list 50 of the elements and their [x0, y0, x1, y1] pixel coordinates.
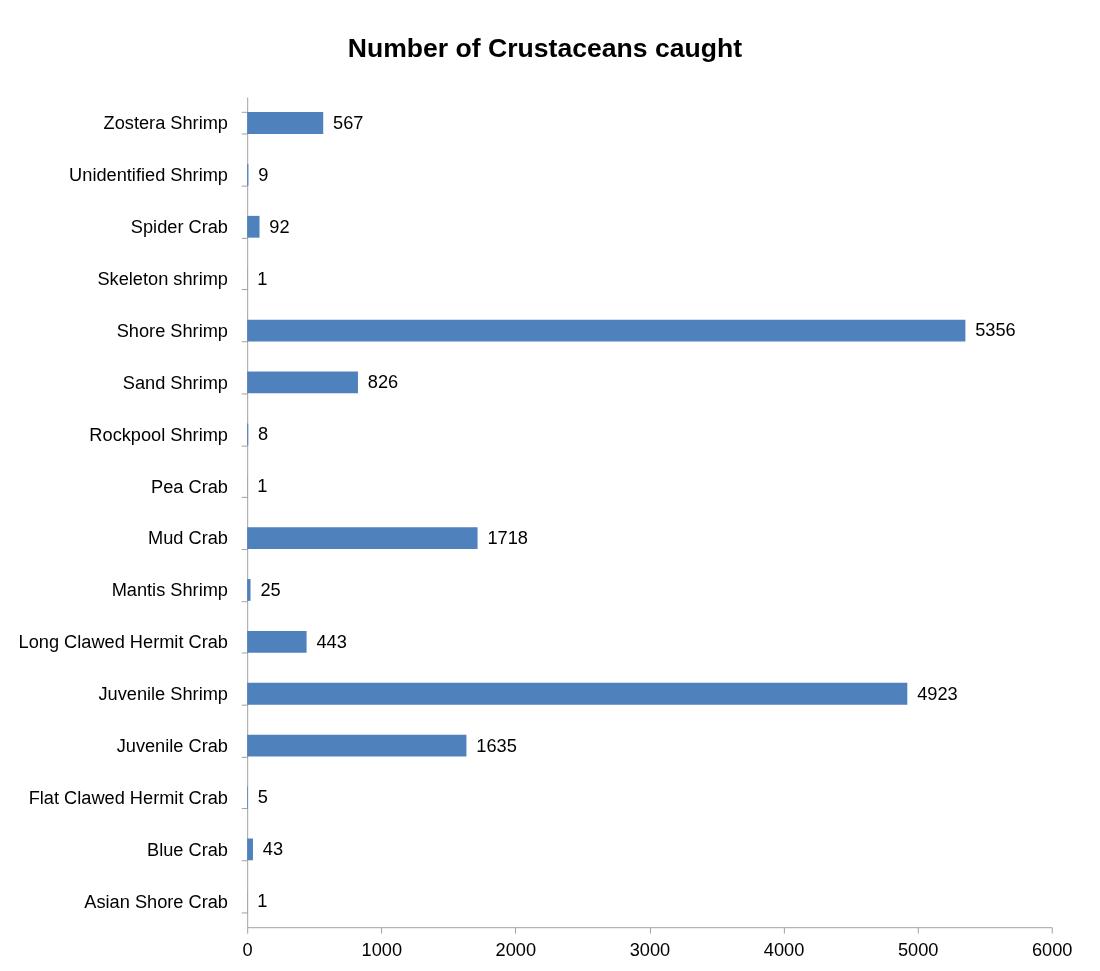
x-tick-label: 0	[242, 940, 253, 961]
y-tick-label: Mud Crab	[148, 528, 228, 549]
bar	[247, 682, 908, 705]
y-tick-label: Pea Crab	[151, 476, 228, 497]
data-label: 1	[257, 891, 268, 912]
data-label: 9	[258, 164, 269, 185]
bar	[247, 215, 260, 238]
y-tick-label: Asian Shore Crab	[84, 891, 228, 912]
y-tick-label: Shore Shrimp	[116, 320, 228, 341]
bar	[247, 527, 478, 549]
y-tick-label: Long Clawed Hermit Crab	[18, 632, 228, 653]
y-tick-label: Skeleton shrimp	[97, 269, 228, 290]
x-tick-label: 2000	[495, 940, 537, 961]
bar	[247, 579, 251, 601]
x-tick-label: 4000	[763, 940, 805, 961]
x-tick-label: 5000	[897, 940, 939, 961]
data-label: 443	[316, 631, 347, 652]
data-label: 567	[333, 112, 364, 133]
data-label: 826	[367, 372, 399, 393]
chart-title: Number of Crustaceans caught	[347, 32, 743, 63]
x-tick-label: 3000	[629, 940, 671, 961]
data-label: 92	[269, 216, 290, 237]
data-label: 1635	[476, 735, 517, 756]
data-label: 1718	[487, 527, 528, 548]
data-label: 5	[257, 787, 268, 808]
y-tick-label: Unidentified Shrimp	[69, 165, 228, 186]
y-tick-label: Spider Crab	[130, 217, 228, 238]
y-tick-label: Sand Shrimp	[122, 372, 228, 393]
y-tick-label: Rockpool Shrimp	[89, 424, 228, 445]
y-tick-label: Juvenile Crab	[116, 736, 228, 757]
data-label: 8	[258, 424, 269, 445]
y-tick-label: Mantis Shrimp	[111, 580, 228, 601]
y-tick-label: Zostera Shrimp	[103, 113, 228, 134]
bar	[247, 630, 307, 653]
y-tick-label: Flat Clawed Hermit Crab	[28, 787, 228, 808]
data-label: 5356	[975, 320, 1016, 341]
bar	[247, 319, 966, 342]
y-tick-label: Blue Crab	[147, 839, 228, 860]
bar	[247, 838, 253, 861]
x-tick-label: 6000	[1031, 940, 1073, 961]
bar	[247, 371, 358, 394]
data-label: 1	[257, 268, 268, 289]
data-label: 25	[260, 579, 281, 600]
bar	[247, 112, 324, 134]
data-label: 1	[257, 476, 268, 497]
y-tick-label: Juvenile Shrimp	[98, 684, 228, 705]
bar	[247, 734, 467, 757]
data-label: 43	[262, 839, 284, 860]
data-label: 4923	[917, 683, 958, 704]
x-tick-label: 1000	[361, 940, 403, 961]
